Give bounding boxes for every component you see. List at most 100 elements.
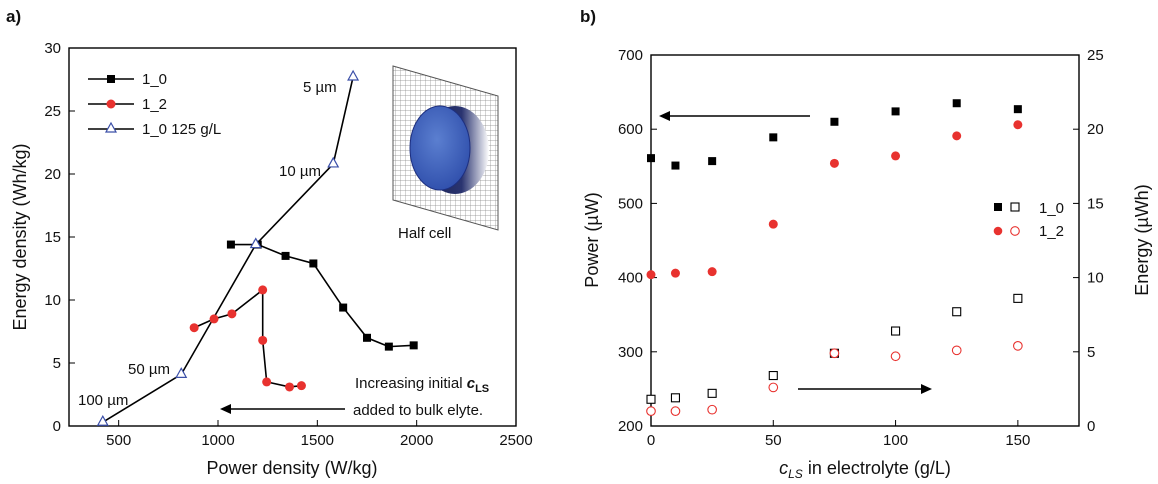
panel-b-x-axis-title: cLS in electrolyte (g/L) — [779, 458, 951, 481]
legend-square-marker — [107, 75, 115, 83]
a-point-series-0 — [226, 240, 235, 249]
legend-b-label-1-2: 1_2 — [1039, 223, 1064, 240]
a-xtick-label: 1500 — [301, 432, 334, 449]
b-point-series-2 — [646, 394, 656, 404]
legend-circle-marker — [106, 99, 116, 109]
b-xtick-label: 150 — [1005, 432, 1030, 449]
panel-a-plot: 500 1000 1500 2000 2500 0 5 10 15 20 25 30 — [10, 40, 533, 478]
legend-open-square — [1010, 202, 1020, 212]
b-y2tick-label: 0 — [1087, 418, 1095, 435]
panel-b-right-axis-title: Energy (µWh) — [1132, 184, 1152, 295]
b-point-series-0 — [891, 107, 900, 116]
a-ytick-label: 5 — [53, 355, 61, 372]
a-point-series-0 — [281, 251, 290, 260]
a-point-series-1 — [258, 285, 268, 295]
b-point-series-0 — [647, 154, 655, 163]
annot-50um: 50 µm — [128, 361, 170, 378]
b-point-series-0 — [671, 161, 680, 170]
panel-b-x-axis-subscript: LS — [788, 467, 803, 481]
panel-b-legend: 1_0 1_2 — [993, 200, 1064, 240]
a-ytick-label: 20 — [44, 166, 61, 183]
b-point-series-1 — [707, 267, 717, 277]
a-point-series-1 — [262, 377, 272, 387]
a-point-series-1 — [285, 382, 295, 392]
panel-b-x-axis-symbol: c — [779, 458, 788, 478]
half-cell-illustration: Half cell — [392, 65, 499, 242]
a-ytick-label: 30 — [44, 40, 61, 57]
panel-b-frame — [650, 54, 1080, 427]
a-xtick-label: 500 — [106, 432, 131, 449]
b-point-series-0 — [952, 99, 961, 108]
b-point-series-2 — [670, 393, 681, 403]
panel-a-legend: 1_0 1_2 1_0 125 g/L — [88, 71, 221, 138]
b-point-series-3 — [890, 351, 901, 362]
b-point-series-3 — [1013, 341, 1023, 351]
b-point-series-3 — [646, 406, 656, 417]
a-point-series-2 — [327, 156, 340, 168]
arrow-note-line2: added to bulk elyte. — [353, 402, 483, 419]
b-ytick-label: 200 — [618, 418, 643, 435]
b-point-series-1 — [646, 270, 656, 280]
b-ytick-label: 600 — [618, 121, 643, 138]
a-ytick-label: 15 — [44, 229, 61, 246]
energy-axis-arrow-head — [921, 384, 932, 394]
b-ytick-label: 400 — [618, 270, 643, 287]
panel-a-x-axis-title: Power density (W/kg) — [206, 458, 377, 478]
legend-b-label-1-0: 1_0 — [1039, 200, 1064, 217]
legend-triangle-marker — [104, 121, 118, 133]
b-y2tick-label: 10 — [1087, 270, 1104, 287]
b-xtick-label: 0 — [647, 432, 655, 449]
b-point-series-1 — [891, 151, 901, 161]
b-y2tick-label: 5 — [1087, 344, 1095, 361]
b-ytick-label: 500 — [618, 195, 643, 212]
b-point-series-0 — [708, 157, 717, 166]
panel-a-markers — [96, 69, 418, 426]
power-axis-arrow-head — [659, 111, 670, 121]
annot-10um: 10 µm — [279, 163, 321, 180]
arrow-note-subscript: LS — [475, 383, 489, 395]
b-point-series-3 — [951, 345, 962, 356]
b-point-series-2 — [768, 370, 778, 381]
a-point-series-0 — [384, 342, 393, 351]
b-xtick-label: 50 — [765, 432, 782, 449]
arrow-note-line1: Increasing initial cLS — [355, 375, 489, 395]
b-y2tick-label: 25 — [1087, 47, 1104, 64]
b-point-series-3 — [829, 348, 840, 359]
b-point-series-1 — [1013, 120, 1023, 130]
b-point-series-1 — [952, 131, 962, 141]
b-ytick-label: 700 — [618, 47, 643, 64]
b-point-series-0 — [1013, 105, 1022, 114]
b-y2tick-label: 20 — [1087, 121, 1104, 138]
panel-a-y-axis-title: Energy density (Wh/kg) — [10, 143, 30, 330]
a-series-line-1 — [193, 288, 302, 388]
a-xtick-label: 1000 — [201, 432, 234, 449]
a-xtick-label: 2500 — [499, 432, 532, 449]
arrow-note-line1-prefix: Increasing initial — [355, 375, 467, 392]
a-point-series-0 — [309, 259, 318, 268]
a-point-series-2 — [175, 367, 188, 378]
a-point-series-1 — [209, 314, 219, 324]
legend-label-1-0: 1_0 — [142, 71, 167, 88]
half-cell-label: Half cell — [398, 225, 451, 242]
a-point-series-2 — [347, 69, 360, 81]
a-point-series-2 — [249, 237, 262, 249]
a-series-line-0 — [230, 243, 414, 348]
a-point-series-2 — [96, 414, 109, 426]
legend-open-circle — [1010, 226, 1020, 236]
panel-b-plot: 0 50 100 150 200 300 400 500 600 700 0 5 10 15 20 25 1_… — [582, 47, 1152, 481]
a-point-series-1 — [258, 335, 268, 345]
panel-a-ticks: 500 1000 1500 2000 2500 0 5 10 15 20 25 30 — [44, 40, 532, 449]
annot-100um: 100 µm — [78, 392, 128, 409]
b-point-series-2 — [891, 326, 901, 336]
b-point-series-3 — [768, 382, 779, 393]
panel-b-markers — [646, 99, 1023, 417]
legend-label-1-2: 1_2 — [142, 96, 167, 113]
b-point-series-2 — [1013, 293, 1023, 303]
a-ytick-label: 10 — [44, 292, 61, 309]
legend-filled-circle — [993, 226, 1003, 236]
b-y2tick-label: 15 — [1087, 195, 1104, 212]
b-point-series-0 — [830, 117, 839, 126]
b-point-series-0 — [769, 133, 778, 142]
a-point-series-1 — [296, 381, 306, 391]
